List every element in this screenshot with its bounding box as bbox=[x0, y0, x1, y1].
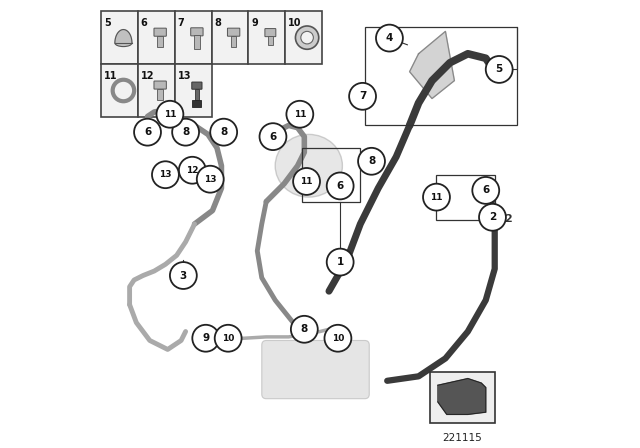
Text: 8: 8 bbox=[182, 127, 189, 137]
Text: 1: 1 bbox=[338, 267, 346, 276]
Circle shape bbox=[293, 168, 320, 195]
Circle shape bbox=[192, 325, 219, 352]
Circle shape bbox=[349, 83, 376, 110]
Circle shape bbox=[296, 26, 319, 49]
Text: 13: 13 bbox=[177, 71, 191, 81]
Bar bbox=[212, 11, 248, 64]
FancyBboxPatch shape bbox=[262, 340, 369, 399]
Bar bbox=[268, 36, 273, 45]
Text: 8: 8 bbox=[214, 18, 221, 28]
FancyBboxPatch shape bbox=[191, 28, 203, 36]
Bar bbox=[365, 27, 517, 125]
Text: 3: 3 bbox=[180, 271, 187, 280]
Text: 2: 2 bbox=[504, 214, 511, 224]
Bar bbox=[302, 148, 360, 202]
Circle shape bbox=[486, 56, 513, 83]
Polygon shape bbox=[438, 379, 486, 414]
Text: 5: 5 bbox=[104, 18, 111, 28]
Polygon shape bbox=[410, 31, 454, 99]
Circle shape bbox=[172, 119, 199, 146]
Circle shape bbox=[287, 101, 314, 128]
Bar bbox=[430, 372, 495, 423]
Text: 1: 1 bbox=[337, 257, 344, 267]
Text: 4: 4 bbox=[386, 33, 393, 43]
Text: 13: 13 bbox=[159, 170, 172, 179]
FancyBboxPatch shape bbox=[265, 29, 276, 37]
Text: 10: 10 bbox=[332, 334, 344, 343]
Text: 2: 2 bbox=[489, 212, 496, 222]
Text: 7: 7 bbox=[177, 18, 184, 28]
Circle shape bbox=[358, 148, 385, 175]
Ellipse shape bbox=[115, 39, 132, 47]
Text: 11: 11 bbox=[164, 110, 176, 119]
Text: 13: 13 bbox=[204, 175, 216, 184]
Bar bbox=[248, 11, 285, 64]
Circle shape bbox=[301, 31, 314, 44]
Polygon shape bbox=[115, 30, 132, 43]
Circle shape bbox=[327, 249, 354, 276]
Circle shape bbox=[479, 204, 506, 231]
Circle shape bbox=[376, 25, 403, 52]
Text: 6: 6 bbox=[269, 132, 276, 142]
Circle shape bbox=[327, 172, 354, 199]
Circle shape bbox=[472, 177, 499, 204]
Circle shape bbox=[291, 316, 318, 343]
Text: 9: 9 bbox=[202, 333, 209, 343]
Text: 6: 6 bbox=[482, 185, 490, 195]
Text: 12: 12 bbox=[186, 166, 198, 175]
FancyBboxPatch shape bbox=[192, 82, 202, 89]
Circle shape bbox=[134, 119, 161, 146]
Bar bbox=[101, 11, 138, 64]
Bar bbox=[175, 64, 212, 117]
Bar bbox=[285, 11, 322, 64]
FancyBboxPatch shape bbox=[154, 81, 166, 89]
Circle shape bbox=[423, 184, 450, 211]
Bar bbox=[138, 64, 175, 117]
Text: 9: 9 bbox=[251, 18, 258, 28]
Text: 11: 11 bbox=[300, 177, 313, 186]
Text: 8: 8 bbox=[301, 324, 308, 334]
Circle shape bbox=[260, 123, 287, 150]
Bar bbox=[175, 11, 212, 64]
Text: 5: 5 bbox=[495, 65, 503, 74]
Bar bbox=[157, 89, 163, 100]
Text: 221115: 221115 bbox=[442, 433, 482, 443]
Text: 7: 7 bbox=[359, 91, 366, 101]
Circle shape bbox=[152, 161, 179, 188]
Text: 6: 6 bbox=[337, 181, 344, 191]
Text: 10: 10 bbox=[222, 334, 234, 343]
Bar bbox=[138, 11, 175, 64]
Circle shape bbox=[179, 157, 206, 184]
Bar bbox=[436, 175, 495, 220]
Text: 8: 8 bbox=[368, 156, 375, 166]
Text: 11: 11 bbox=[294, 110, 306, 119]
Bar bbox=[194, 35, 200, 49]
Bar bbox=[157, 36, 163, 47]
Circle shape bbox=[197, 166, 224, 193]
Text: 8: 8 bbox=[220, 127, 227, 137]
Ellipse shape bbox=[275, 134, 342, 197]
FancyBboxPatch shape bbox=[154, 28, 166, 36]
Text: 6: 6 bbox=[144, 127, 151, 137]
Text: 11: 11 bbox=[104, 71, 118, 81]
Bar bbox=[101, 64, 138, 117]
Bar bbox=[193, 100, 202, 107]
Circle shape bbox=[210, 119, 237, 146]
Text: 11: 11 bbox=[430, 193, 443, 202]
Bar bbox=[195, 89, 199, 99]
Text: 6: 6 bbox=[141, 18, 148, 28]
Bar bbox=[231, 36, 236, 47]
Text: 12: 12 bbox=[141, 71, 154, 81]
Circle shape bbox=[157, 101, 184, 128]
Circle shape bbox=[215, 325, 242, 352]
FancyBboxPatch shape bbox=[227, 28, 240, 36]
Circle shape bbox=[170, 262, 197, 289]
Circle shape bbox=[324, 325, 351, 352]
Text: 10: 10 bbox=[288, 18, 301, 28]
